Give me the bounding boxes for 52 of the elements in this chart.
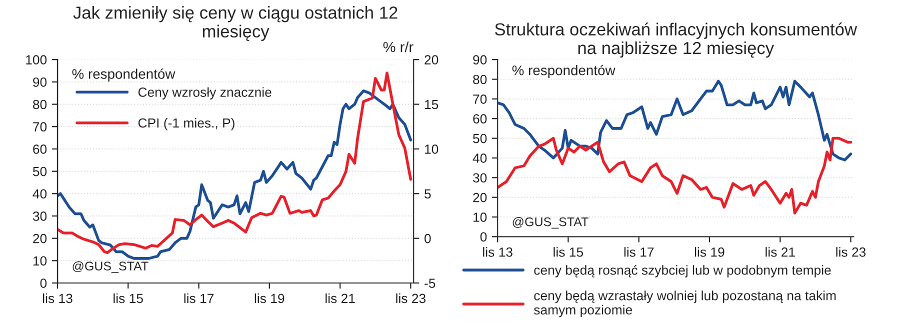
y-tick-label: 30 — [472, 173, 487, 183]
y-tick-label: 80 — [473, 74, 487, 84]
annotation: @GUS_STAT — [512, 217, 588, 229]
y-tick-label: 80 — [33, 100, 47, 110]
y-tick-label: 60 — [33, 144, 47, 154]
x-tick-label: lis 23 — [836, 247, 866, 257]
y-tick-label: 0 — [40, 278, 47, 288]
y-tick-label: 20 — [473, 192, 487, 202]
y-tick-label: 40 — [32, 189, 47, 199]
y-tick-label: 40 — [472, 154, 487, 163]
chart-title: Jak zmieniły się ceny w ciągu ostatnich 12 miesięcy — [73, 6, 398, 41]
y2-axis-title: % r/r — [383, 42, 414, 52]
y-axis-title: % respondentów — [72, 68, 176, 82]
x-tick-label: lis 21 — [766, 247, 795, 257]
x-tick-label: lis 21 — [326, 293, 355, 304]
y-tick-label: 70 — [473, 94, 487, 104]
y-tick-label: 100 — [26, 55, 47, 64]
y2-tick-label: -5 — [424, 278, 436, 288]
y-tick-label: 0 — [480, 232, 487, 242]
x-tick-label: lis 23 — [396, 293, 426, 304]
line-series — [498, 136, 852, 214]
x-tick-label: lis 17 — [184, 293, 214, 304]
y-tick-label: 50 — [473, 134, 487, 144]
y2-tick-label: 15 — [425, 100, 438, 110]
y-tick-label: 90 — [473, 55, 487, 64]
x-tick-label: lis 13 — [43, 293, 72, 304]
y2-tick-label: 5 — [424, 189, 431, 199]
y-tick-label: 30 — [32, 212, 47, 221]
y-tick-label: 10 — [33, 256, 47, 266]
x-tick-label: lis 19 — [694, 247, 724, 257]
x-tick-label: lis 19 — [254, 293, 284, 304]
legend-label: ceny będą wzrastały wolniej lub pozostaną na takim samym poziomie — [534, 290, 836, 318]
x-tick-label: lis 15 — [114, 293, 143, 304]
y-axis-title: % respondentów — [512, 64, 616, 78]
chart-title: Struktura oczekiwań inflacyjnych konsumentów na najbliższe 12 miesięcy — [495, 22, 858, 58]
y-tick-label: 60 — [473, 114, 487, 124]
y2-tick-label: 20 — [424, 55, 438, 64]
y-tick-label: 70 — [33, 122, 47, 132]
y-tick-label: 50 — [32, 166, 47, 176]
y-tick-label: 20 — [33, 234, 47, 244]
y2-tick-label: 0 — [424, 234, 431, 244]
x-tick-label: lis 13 — [483, 247, 512, 257]
legend-label: ceny będą rosnąć szybciej lub w podobnym tempie — [534, 264, 831, 278]
x-tick-label: lis 15 — [554, 247, 584, 257]
y2-tick-label: 10 — [425, 144, 438, 154]
legend-label: Ceny wzrosły znacznie — [138, 87, 272, 100]
y-tick-label: 10 — [474, 212, 487, 222]
annotation: @GUS_STAT — [72, 261, 148, 273]
line-series — [498, 80, 852, 162]
y-tick-label: 90 — [33, 77, 47, 87]
x-tick-label: lis 17 — [624, 247, 654, 257]
legend-label: CPI (-1 mies., P) — [138, 118, 234, 130]
